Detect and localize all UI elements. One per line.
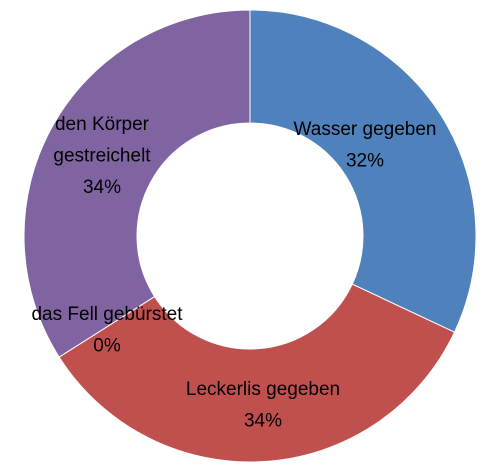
donut-segment [23,9,251,358]
value-label: 0% [93,336,121,357]
value-label: 34% [83,177,121,198]
category-label: das Fell gebürstet [31,304,183,325]
category-label: Leckerlis gegeben [186,379,340,400]
value-label: 32% [346,151,384,172]
donut-segment [249,9,477,333]
value-label: 34% [244,411,282,432]
donut-segment [58,283,456,463]
category-label: Wasser gegeben [294,119,437,140]
category-label: den Körper gestreichelt [53,114,151,167]
